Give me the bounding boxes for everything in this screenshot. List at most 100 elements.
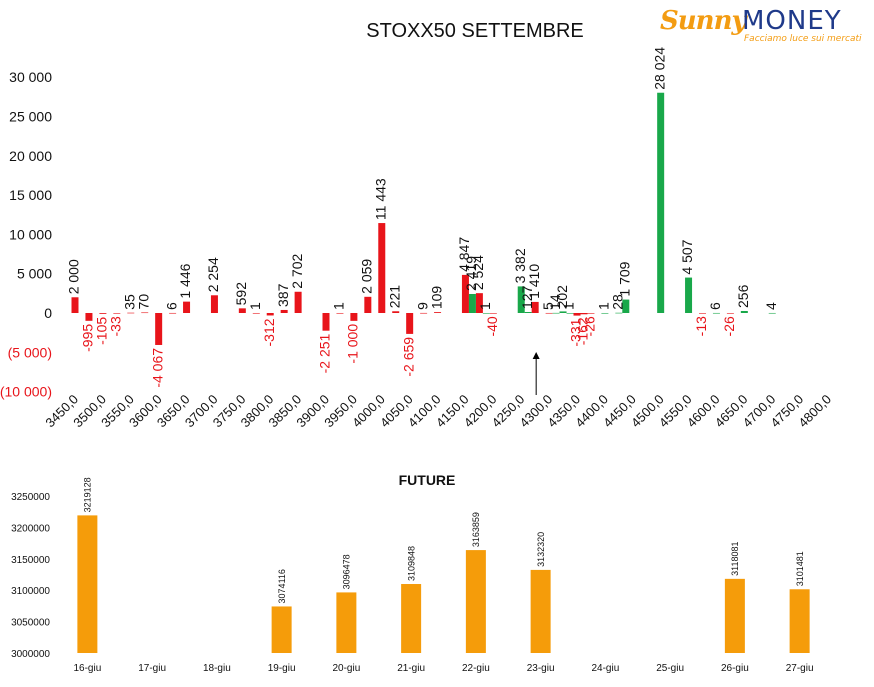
data-label: -995 <box>80 324 96 352</box>
data-label: 3 382 <box>512 248 528 283</box>
future-chart: FUTURE 3250000 3200000 3150000 3100000 305000… <box>11 472 813 674</box>
data-label: 2 702 <box>289 254 305 289</box>
bar <box>336 592 357 653</box>
bar <box>392 311 400 313</box>
data-label: 6 <box>163 302 179 310</box>
bar <box>566 312 574 314</box>
data-label: 3101481 <box>795 551 805 586</box>
y-tick-label: 3100000 <box>11 586 50 597</box>
bar <box>482 312 490 314</box>
bar <box>615 312 623 314</box>
bar <box>71 297 79 313</box>
bar <box>169 312 177 314</box>
bar <box>475 293 483 313</box>
data-label: 3163859 <box>471 512 481 547</box>
bar <box>336 312 344 314</box>
data-label: 2 254 <box>205 257 221 292</box>
data-label: -26 <box>582 316 598 336</box>
bar <box>127 312 135 314</box>
data-label: 2 059 <box>359 259 375 294</box>
bar <box>280 309 288 313</box>
y-tick-label: 3000000 <box>11 649 50 660</box>
bar <box>99 313 107 314</box>
bar <box>530 569 551 653</box>
bar <box>545 312 553 314</box>
chart-title: STOXX50 SETTEMBRE <box>366 20 584 42</box>
data-label: -40 <box>484 316 500 336</box>
data-label: 1 410 <box>526 264 542 299</box>
data-label: 1 <box>596 302 612 310</box>
bar <box>601 312 609 314</box>
bar <box>465 550 486 653</box>
y-tick-label: (5 000) <box>8 344 52 360</box>
data-label: 256 <box>735 284 751 308</box>
data-label: 221 <box>386 285 402 309</box>
data-label: 11 443 <box>372 178 388 220</box>
brand-logo: Sunny MONEY Facciamo luce sui mercati <box>660 6 864 46</box>
x-tick-label: 24-giu <box>591 663 619 674</box>
data-label: 1 <box>247 302 263 310</box>
bar <box>434 312 442 313</box>
bar <box>113 313 121 314</box>
data-label: 202 <box>554 285 570 309</box>
bar <box>322 313 330 331</box>
logo-brand-second: MONEY <box>742 6 842 36</box>
bar <box>271 606 292 653</box>
data-label: 109 <box>428 286 444 310</box>
data-label: -2 659 <box>400 337 416 377</box>
data-label: 2 419 <box>463 256 479 291</box>
bar <box>155 313 163 345</box>
y-tick-label: 3150000 <box>11 555 50 566</box>
bar <box>622 299 630 313</box>
data-label: 28 024 <box>651 47 667 90</box>
data-label: 5 <box>540 302 556 310</box>
y-tick-label: 3250000 <box>11 492 50 503</box>
data-label: -312 <box>261 318 277 346</box>
bar <box>406 313 414 334</box>
bar <box>252 312 260 314</box>
bar <box>726 313 734 314</box>
bar <box>524 312 532 313</box>
data-label: -13 <box>693 316 709 336</box>
data-label: 1 446 <box>177 263 193 298</box>
data-label: 3096478 <box>342 554 352 589</box>
bar <box>657 92 665 314</box>
y-tick-label: 3050000 <box>11 618 50 629</box>
data-label: 3074116 <box>277 569 287 603</box>
x-tick-label: 21-giu <box>397 663 425 674</box>
bar <box>685 277 693 313</box>
data-label: 9 <box>414 302 430 310</box>
data-label: -4 067 <box>149 348 165 388</box>
bar <box>531 301 539 313</box>
data-label: 387 <box>275 283 291 307</box>
x-tick-label: 18-giu <box>203 663 231 674</box>
x-tick-label: 23-giu <box>527 663 555 674</box>
bar <box>401 584 422 653</box>
x-tick-label: 19-giu <box>268 663 296 674</box>
data-label: 3109848 <box>407 546 417 581</box>
bar <box>266 313 274 316</box>
bar <box>141 312 149 314</box>
bar <box>552 312 560 314</box>
y-tick-label: 10 000 <box>9 226 52 242</box>
y-tick-label: 3200000 <box>11 523 50 534</box>
data-label: 28 <box>610 294 626 310</box>
y-tick-label: 0 <box>44 305 52 321</box>
data-label: -105 <box>94 317 110 345</box>
x-tick-label: 17-giu <box>138 663 166 674</box>
data-label: 4 507 <box>679 239 695 274</box>
data-label: -2 251 <box>317 333 333 373</box>
logo-brand-first: Sunny <box>660 6 747 36</box>
data-label: 6 <box>707 302 723 310</box>
x-tick-label: 26-giu <box>721 663 749 674</box>
bar <box>789 589 810 653</box>
data-label: 1 <box>561 302 577 310</box>
data-label: 14 <box>547 294 563 310</box>
data-label: 4 <box>763 302 779 310</box>
data-label: 3132320 <box>536 532 546 567</box>
bar <box>364 296 372 313</box>
bar <box>378 223 386 313</box>
data-label: 1 <box>477 302 493 310</box>
x-tick-label: 22-giu <box>462 663 490 674</box>
data-label: 35 <box>121 294 137 310</box>
